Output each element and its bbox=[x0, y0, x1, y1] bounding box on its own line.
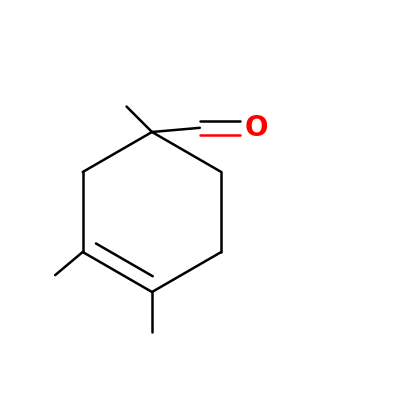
Text: O: O bbox=[245, 114, 268, 142]
